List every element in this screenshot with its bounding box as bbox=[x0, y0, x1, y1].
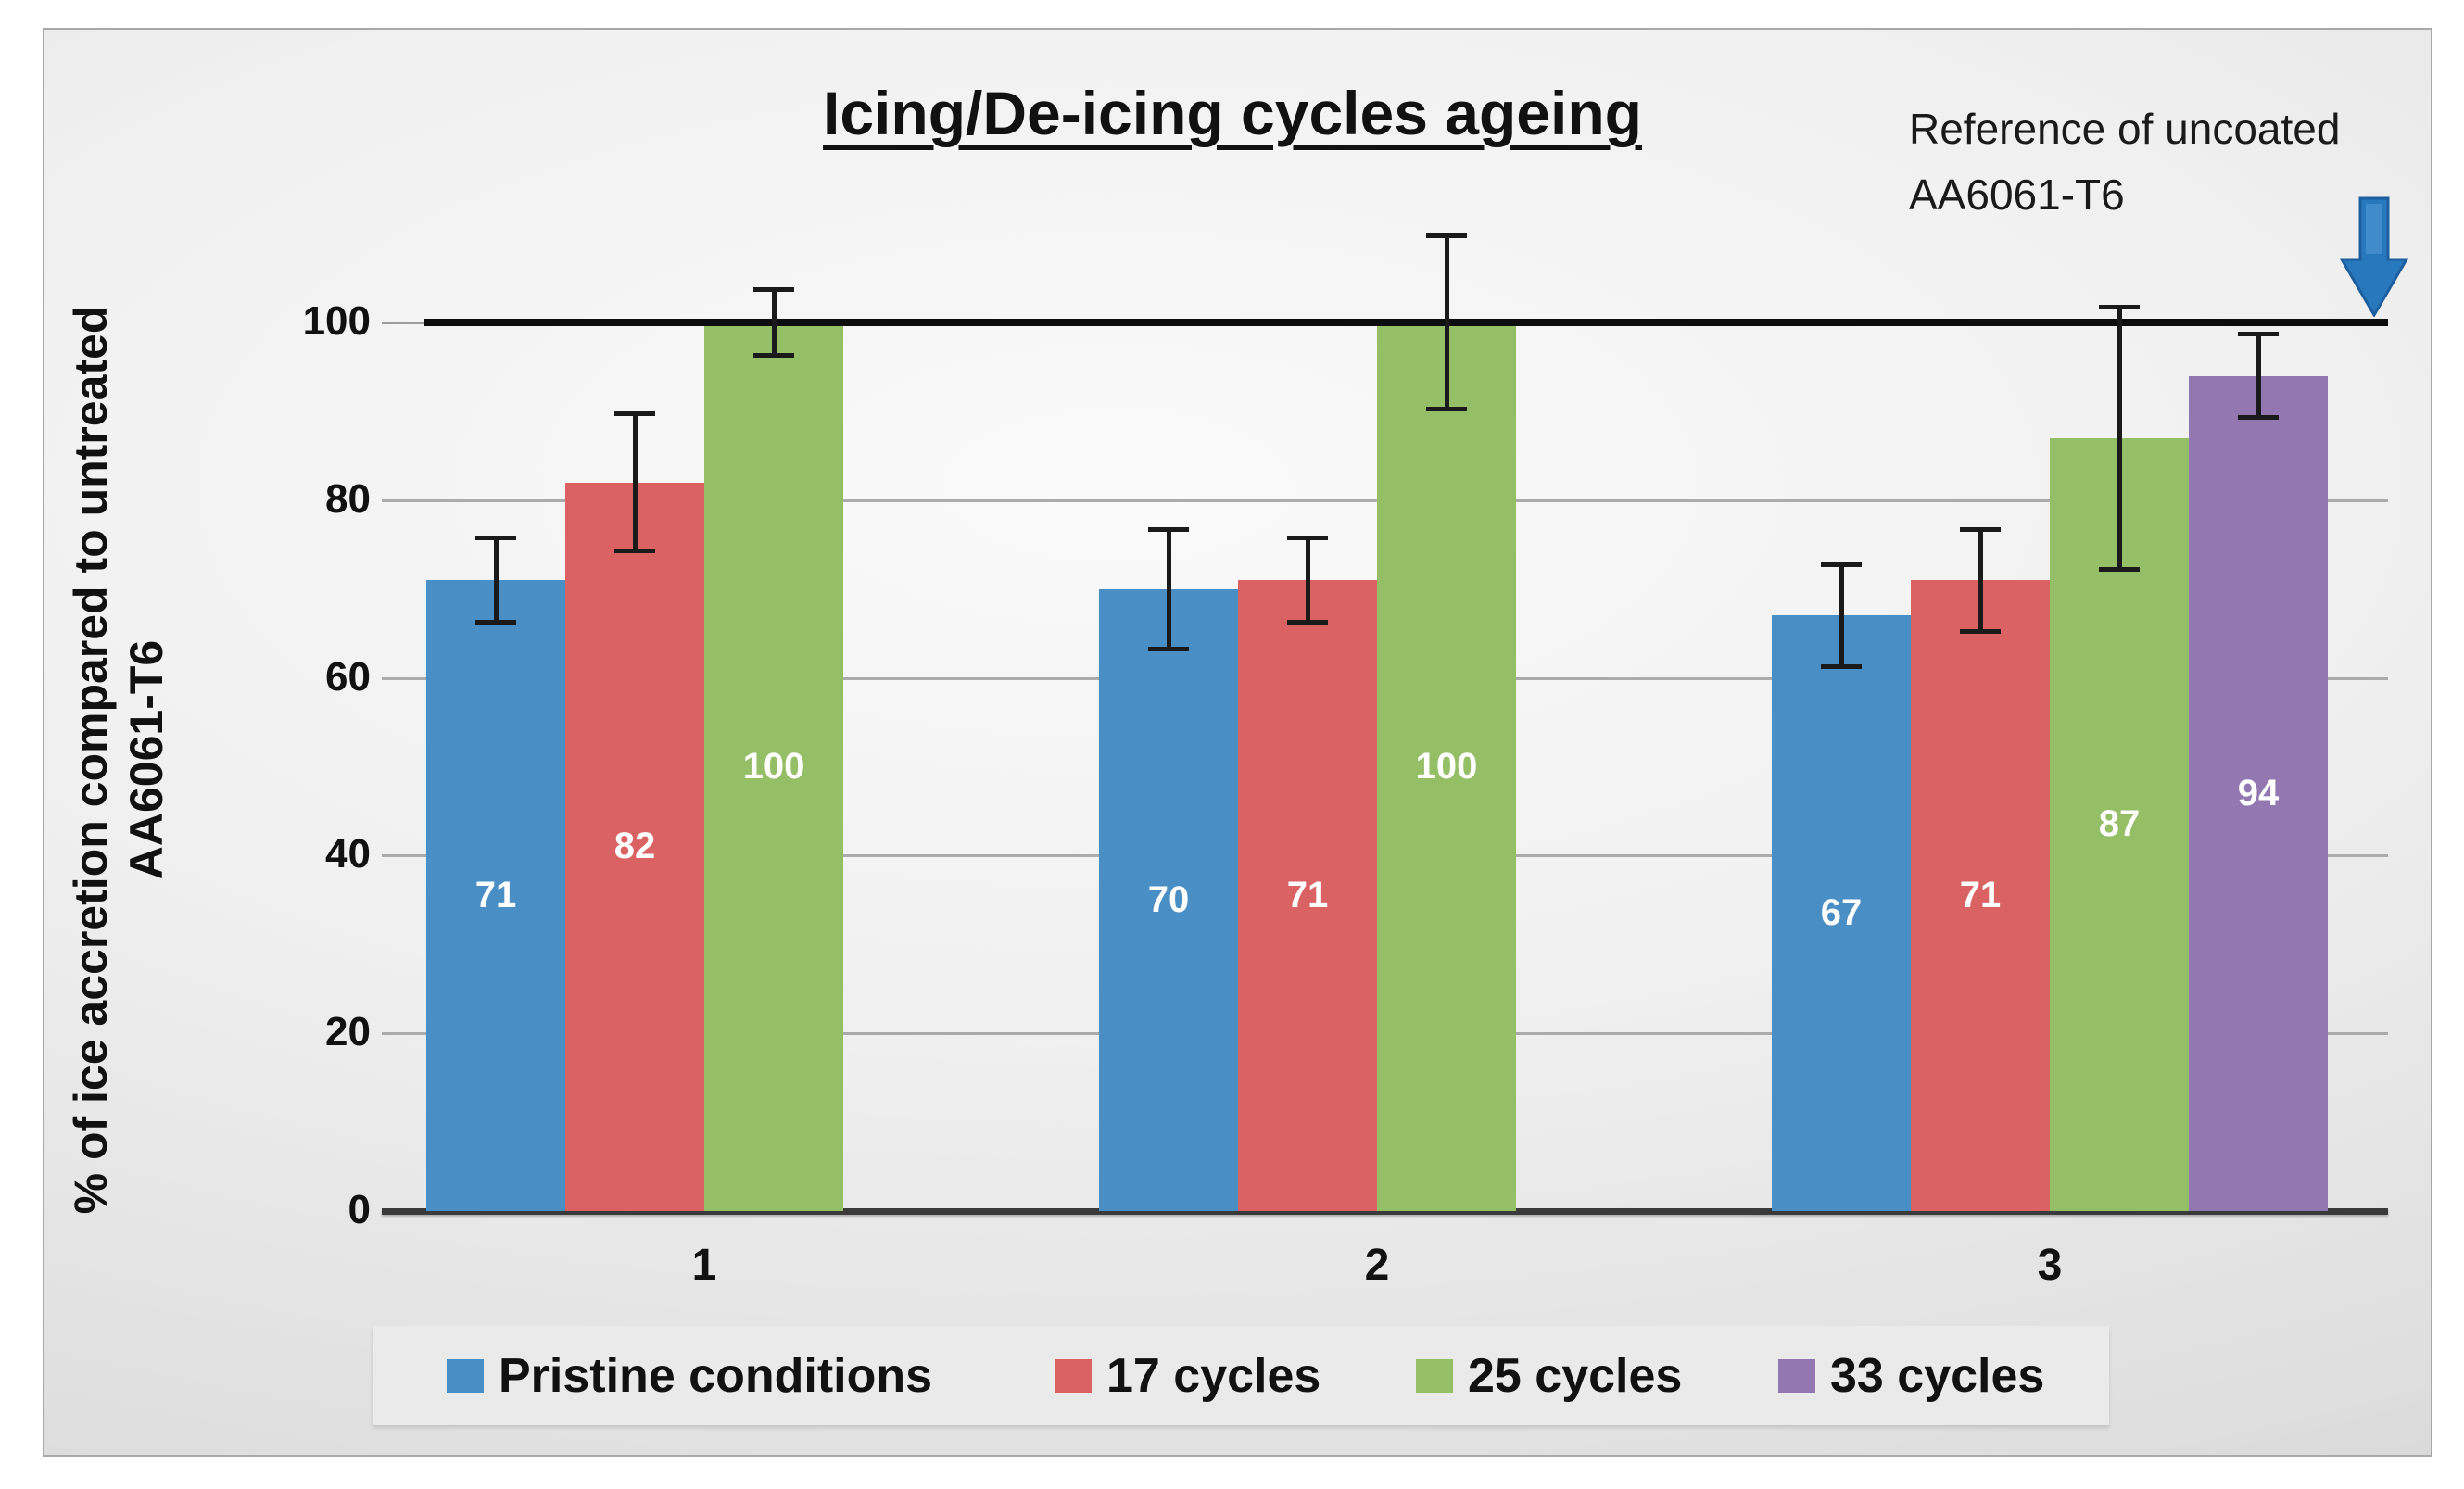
error-bar-line bbox=[494, 536, 499, 625]
legend-item-33-cycles: 33 cycles bbox=[1778, 1326, 2044, 1425]
error-bar bbox=[1148, 526, 1189, 651]
legend-label: Pristine conditions bbox=[499, 1348, 933, 1403]
error-bar-line bbox=[1445, 233, 1449, 411]
error-bar-line bbox=[475, 536, 516, 541]
error-bar-line bbox=[633, 410, 638, 554]
error-bar-line bbox=[1821, 664, 1862, 669]
legend-label: 33 cycles bbox=[1830, 1348, 2045, 1403]
bar-value-label: 70 bbox=[1147, 878, 1190, 920]
legend-item-pristine-conditions: Pristine conditions bbox=[447, 1326, 932, 1425]
error-bar-line bbox=[2238, 415, 2279, 421]
y-tick-label-40: 40 bbox=[325, 831, 371, 877]
bar-value-label: 67 bbox=[1820, 892, 1863, 934]
error-bar-line bbox=[753, 286, 794, 292]
reference-line-100 bbox=[424, 319, 2388, 326]
bar-17-cycles-cat3: 71 bbox=[1911, 580, 2050, 1211]
legend-label: 17 cycles bbox=[1106, 1348, 1321, 1403]
error-bar-line bbox=[1960, 526, 2001, 532]
y-tick-label-20: 20 bbox=[325, 1009, 371, 1055]
error-bar-line bbox=[2117, 304, 2122, 572]
legend-swatch-icon bbox=[1778, 1358, 1815, 1393]
error-bar-line bbox=[1148, 646, 1189, 651]
y-tick-label-80: 80 bbox=[325, 475, 371, 522]
bar-value-label: 71 bbox=[1286, 875, 1329, 916]
error-bar-line bbox=[753, 353, 794, 359]
error-bar-line bbox=[2099, 304, 2140, 309]
error-bar-line bbox=[614, 549, 655, 554]
bar-pristine-conditions-cat3: 67 bbox=[1772, 615, 1911, 1211]
legend-swatch-icon bbox=[1055, 1358, 1092, 1393]
bar-25-cycles-cat2: 100 bbox=[1377, 322, 1516, 1211]
tick-100 bbox=[382, 322, 424, 324]
error-bar-line bbox=[772, 286, 777, 359]
error-bar-line bbox=[1167, 526, 1171, 651]
error-bar bbox=[1960, 526, 2001, 634]
error-bar bbox=[614, 410, 655, 554]
error-bar bbox=[1287, 536, 1328, 625]
bar-25-cycles-cat1: 100 bbox=[704, 322, 843, 1211]
error-bar-line bbox=[2256, 331, 2261, 421]
chart-title: Icing/De-icing cycles ageing bbox=[823, 79, 1642, 147]
error-bar-line bbox=[1306, 536, 1310, 625]
bar-value-label: 100 bbox=[742, 746, 805, 787]
reference-annotation: Reference of uncoated AA6061-T6 bbox=[1909, 96, 2428, 229]
bar-value-label: 82 bbox=[613, 826, 656, 867]
bar-value-label: 87 bbox=[2098, 803, 2141, 845]
legend-label: 25 cycles bbox=[1468, 1348, 1683, 1403]
x-category-label-1: 1 bbox=[691, 1241, 717, 1290]
bar-pristine-conditions-cat2: 70 bbox=[1099, 588, 1238, 1211]
error-bar-line bbox=[1978, 526, 1983, 634]
error-bar-line bbox=[1839, 562, 1844, 669]
error-bar-line bbox=[614, 410, 655, 416]
error-bar-line bbox=[1287, 620, 1328, 625]
error-bar-line bbox=[1426, 233, 1467, 239]
reference-annotation-line2: AA6061-T6 bbox=[1909, 170, 2125, 220]
error-bar-line bbox=[1426, 406, 1467, 411]
bar-value-label: 71 bbox=[1959, 875, 2002, 916]
legend-item-17-cycles: 17 cycles bbox=[1055, 1326, 1320, 1425]
legend-swatch-icon bbox=[447, 1358, 484, 1393]
error-bar bbox=[2238, 331, 2279, 421]
error-bar bbox=[753, 286, 794, 359]
error-bar bbox=[1821, 562, 1862, 669]
error-bar-line bbox=[2238, 331, 2279, 336]
bar-pristine-conditions-cat1: 71 bbox=[426, 580, 565, 1211]
error-bar-line bbox=[475, 620, 516, 625]
error-bar-line bbox=[1148, 526, 1189, 532]
error-bar bbox=[1426, 233, 1467, 411]
error-bar bbox=[475, 536, 516, 625]
bar-value-label: 94 bbox=[2237, 772, 2280, 814]
error-bar-line bbox=[2099, 566, 2140, 572]
down-arrow-icon bbox=[2340, 196, 2408, 317]
error-bar bbox=[2099, 304, 2140, 572]
x-category-label-2: 2 bbox=[1364, 1241, 1390, 1290]
error-bar-line bbox=[1821, 562, 1862, 567]
reference-annotation-line1: Reference of uncoated bbox=[1909, 105, 2341, 153]
x-category-label-3: 3 bbox=[2037, 1241, 2063, 1290]
x-axis-line bbox=[382, 1208, 2388, 1215]
error-bar-line bbox=[1960, 628, 2001, 634]
bar-17-cycles-cat2: 71 bbox=[1238, 580, 1377, 1211]
bar-17-cycles-cat1: 82 bbox=[565, 482, 704, 1211]
legend-item-25-cycles: 25 cycles bbox=[1416, 1326, 1682, 1425]
legend: Pristine conditions 17 cycles 25 cycles 33 … bbox=[373, 1326, 2109, 1425]
error-bar-line bbox=[1287, 536, 1328, 541]
bar-value-label: 100 bbox=[1415, 746, 1478, 787]
y-tick-label-60: 60 bbox=[325, 653, 371, 700]
bar-value-label: 71 bbox=[474, 875, 517, 916]
y-tick-label-100: 100 bbox=[302, 298, 371, 344]
y-tick-label-0: 0 bbox=[347, 1187, 371, 1232]
bar-33-cycles-cat3: 94 bbox=[2189, 375, 2328, 1211]
legend-swatch-icon bbox=[1416, 1358, 1453, 1393]
